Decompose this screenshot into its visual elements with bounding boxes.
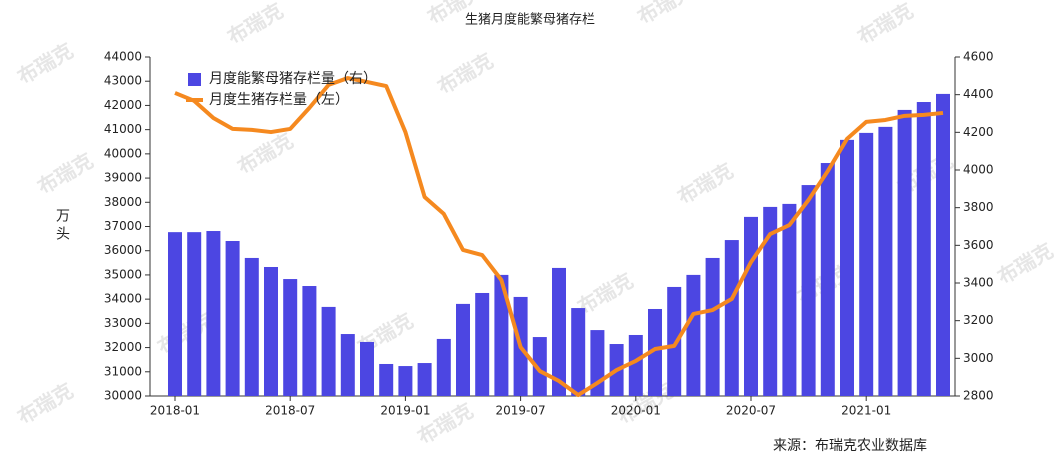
x-tick-label: 2021-01 <box>841 404 891 418</box>
y2-tick-label: 4200 <box>963 125 994 139</box>
chart-title: 生猪月度能繁母猪存栏 <box>465 12 595 28</box>
bar <box>820 163 835 396</box>
y2-tick-label: 3800 <box>963 200 994 214</box>
bar <box>379 363 394 396</box>
bar <box>225 241 240 396</box>
y2-tick-label: 2800 <box>963 389 994 403</box>
x-tick-label: 2018-07 <box>265 404 315 418</box>
bar <box>244 257 259 396</box>
bar <box>916 102 931 397</box>
y2-tick-label: 3600 <box>963 238 994 252</box>
bar <box>168 232 182 396</box>
bar <box>628 334 643 396</box>
legend-label: 月度能繁母猪存栏量（右） <box>209 71 377 87</box>
bar <box>840 139 854 396</box>
bar <box>648 308 662 396</box>
legend-label: 月度生猪存栏量（左） <box>209 92 349 108</box>
bar <box>705 257 720 396</box>
bar <box>417 363 432 396</box>
x-tick-label: 2019-07 <box>496 404 546 418</box>
bar <box>436 338 451 396</box>
y-tick-label: 33000 <box>104 316 142 330</box>
watermark: 布瑞克 <box>633 0 697 29</box>
watermark: 布瑞克 <box>673 158 737 209</box>
source: 来源：布瑞克农业数据库 <box>773 438 927 454</box>
y-tick-label: 39000 <box>104 171 142 185</box>
bar <box>744 216 758 396</box>
bar <box>859 132 874 397</box>
y2-tick-label: 3200 <box>963 313 994 327</box>
y-tick-label: 40000 <box>104 146 142 160</box>
y-axis-label: 万头 <box>54 208 70 244</box>
bar <box>552 267 566 396</box>
y-tick-label: 31000 <box>104 364 142 378</box>
bar <box>206 231 221 396</box>
bar <box>878 126 893 396</box>
y2-tick-label: 4600 <box>963 50 994 64</box>
y2-tick-label: 4400 <box>963 87 994 101</box>
legend-swatch <box>188 73 201 86</box>
watermark: 布瑞克 <box>853 0 917 49</box>
y-tick-label: 44000 <box>104 50 142 64</box>
y2-tick-label: 4000 <box>963 163 994 177</box>
bar <box>897 109 912 397</box>
bar <box>340 334 355 396</box>
watermark: 布瑞克 <box>993 238 1057 289</box>
bar <box>283 279 298 396</box>
bar <box>360 341 374 396</box>
y-tick-label: 37000 <box>104 219 142 233</box>
y-tick-label: 41000 <box>104 122 142 136</box>
watermark: 布瑞克 <box>433 48 497 99</box>
y-tick-label: 30000 <box>104 389 142 403</box>
bar <box>763 206 778 396</box>
y-tick-label: 34000 <box>104 292 142 306</box>
bar <box>264 266 278 396</box>
y2-tick-label: 3400 <box>963 276 994 290</box>
y-tick-label: 42000 <box>104 98 142 112</box>
y-tick-label: 36000 <box>104 243 142 257</box>
y-tick-label: 35000 <box>104 267 142 281</box>
watermark: 布瑞克 <box>223 0 287 49</box>
bar <box>686 274 701 396</box>
bar <box>724 240 739 396</box>
bar <box>801 185 816 396</box>
watermark: 布瑞克 <box>233 128 297 179</box>
bar <box>187 232 202 396</box>
y2-tick-label: 3000 <box>963 351 994 365</box>
bar <box>494 274 509 396</box>
bar <box>782 203 797 396</box>
x-tick-label: 2018-01 <box>150 404 200 418</box>
x-tick-label: 2019-01 <box>380 404 430 418</box>
bar <box>398 366 413 396</box>
watermark: 布瑞克 <box>13 38 77 89</box>
x-tick-label: 2020-01 <box>611 404 661 418</box>
watermark: 布瑞克 <box>33 148 97 199</box>
x-tick-label: 2020-07 <box>726 404 776 418</box>
y-tick-label: 38000 <box>104 195 142 209</box>
bar <box>302 286 317 396</box>
bar <box>532 337 547 396</box>
bar <box>667 286 682 396</box>
bar <box>936 93 950 396</box>
watermark: 布瑞克 <box>13 378 77 429</box>
line <box>174 76 944 398</box>
y-tick-label: 32000 <box>104 340 142 354</box>
y-tick-label: 43000 <box>104 74 142 88</box>
bar <box>571 308 586 396</box>
bar <box>475 292 490 396</box>
bar <box>456 303 470 396</box>
bar <box>321 306 336 396</box>
